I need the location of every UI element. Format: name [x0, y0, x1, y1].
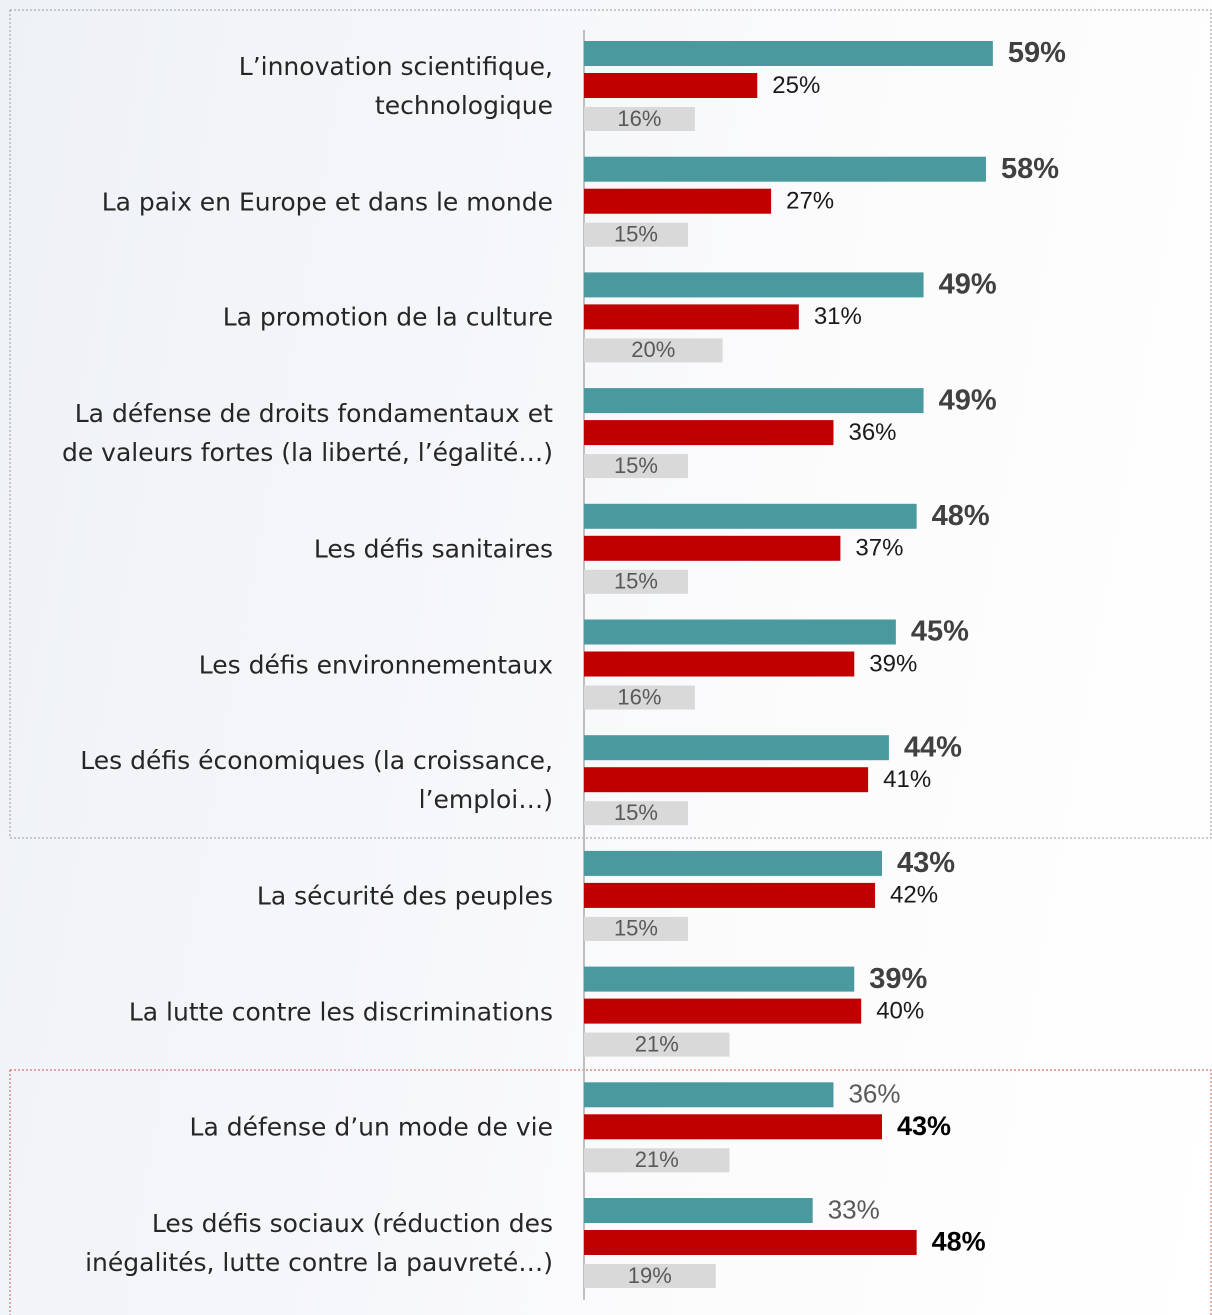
data-label: 49% [939, 269, 997, 301]
data-label: 21% [635, 1147, 679, 1172]
category-label: La défense d’un mode de vie [189, 1112, 553, 1142]
data-label: 43% [897, 1111, 951, 1141]
bar [584, 73, 758, 98]
bar [584, 1032, 730, 1057]
bar [584, 222, 688, 247]
data-label: 40% [876, 997, 924, 1024]
bar [584, 685, 695, 710]
data-label: 15% [614, 569, 658, 594]
bar [584, 272, 924, 298]
category-label: Les défis économiques (la croissance, l’… [80, 746, 553, 815]
data-label: 59% [1008, 37, 1066, 69]
data-label: 44% [904, 731, 962, 763]
category-label: Les défis sanitaires [313, 534, 553, 564]
data-label: 33% [828, 1194, 880, 1224]
data-label: 36% [848, 419, 896, 446]
data-label: 42% [890, 882, 938, 909]
bar [584, 1148, 730, 1173]
data-label: 15% [614, 916, 658, 941]
bar [584, 1082, 834, 1108]
bar [584, 41, 993, 66]
bar [584, 454, 688, 479]
bar [584, 1198, 813, 1223]
bar [584, 882, 876, 908]
bar [584, 569, 688, 594]
data-label: 15% [614, 800, 658, 825]
category-label: La défense de droits fondamentaux et de … [61, 399, 553, 468]
data-label: 15% [614, 222, 658, 247]
bar [584, 767, 869, 793]
data-label: 43% [897, 847, 955, 879]
data-label: 21% [635, 1031, 679, 1056]
data-label: 41% [883, 766, 931, 793]
data-label: 19% [628, 1263, 672, 1288]
data-label: 39% [869, 650, 917, 677]
data-label: 16% [617, 106, 661, 131]
bar [584, 801, 688, 826]
bar [584, 850, 882, 876]
bar [584, 916, 688, 941]
bar [584, 966, 855, 992]
bar [584, 188, 772, 214]
data-label: 39% [869, 963, 927, 995]
bar [584, 735, 889, 761]
bar [584, 388, 924, 414]
group-box [9, 9, 1212, 839]
data-label: 20% [631, 337, 675, 362]
data-label: 48% [932, 1227, 986, 1257]
data-label: 16% [617, 684, 661, 709]
data-label: 36% [848, 1079, 900, 1109]
bar [584, 1114, 882, 1140]
bar [584, 1264, 716, 1288]
data-label: 49% [939, 384, 997, 416]
data-label: 48% [932, 500, 990, 532]
bar [584, 338, 723, 363]
category-label: La paix en Europe et dans le monde [101, 187, 553, 217]
data-label: 31% [814, 303, 862, 330]
category-label: La sécurité des peuples [256, 881, 553, 911]
data-label: 15% [614, 453, 658, 478]
category-label: La promotion de la culture [222, 302, 553, 332]
bar [584, 1230, 917, 1255]
bar [584, 420, 834, 446]
category-label: L’innovation scientifique, technologique [238, 52, 553, 120]
bar [584, 535, 841, 561]
data-label: 25% [772, 72, 820, 99]
category-label: Les défis sociaux (réduction des inégali… [85, 1209, 553, 1277]
data-label: 27% [786, 188, 834, 215]
category-label: La lutte contre les discriminations [128, 997, 553, 1027]
data-label: 58% [1001, 153, 1059, 185]
bar [584, 107, 695, 131]
data-label: 37% [855, 535, 903, 562]
bar [584, 998, 862, 1024]
bar [584, 503, 917, 529]
bar [584, 619, 896, 645]
bar [584, 651, 855, 677]
bar [584, 156, 986, 182]
group-box [9, 1069, 1212, 1315]
category-label: Les défis environnementaux [198, 650, 553, 679]
data-label: 45% [911, 616, 969, 648]
bar [584, 304, 799, 330]
